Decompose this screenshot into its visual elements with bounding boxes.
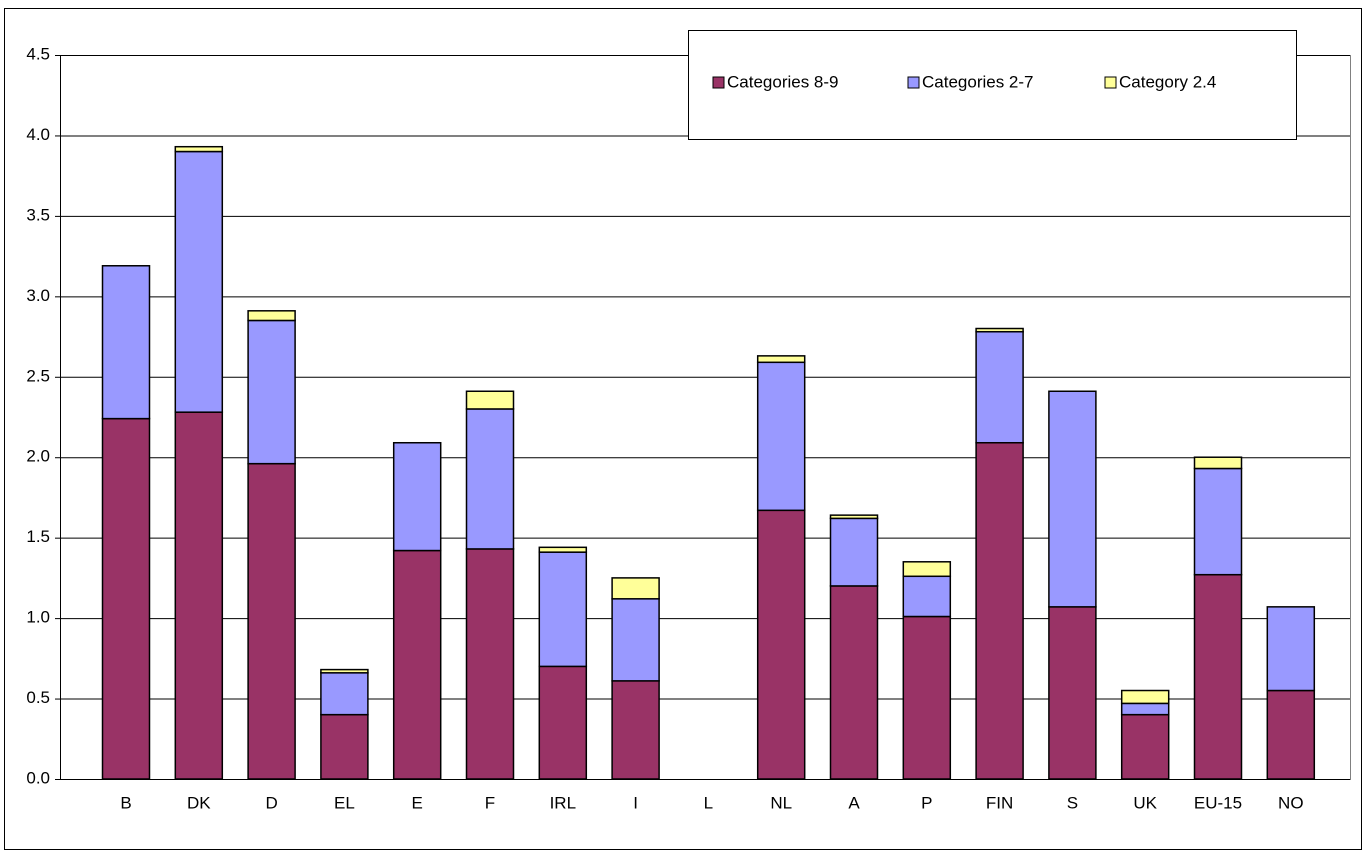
bar-segment [465, 548, 515, 780]
bar-segment [174, 150, 224, 413]
bar-segment [465, 390, 515, 410]
legend-swatch [907, 76, 920, 89]
bar-segment [538, 546, 588, 553]
bar-segment [1193, 573, 1243, 780]
bar-segment [1120, 702, 1170, 716]
x-tick-label: DK [187, 793, 211, 812]
bar-segment [247, 462, 296, 780]
legend-swatch [1104, 76, 1117, 89]
bar-segment [829, 585, 879, 780]
x-tick-label: EU-15 [1194, 793, 1242, 812]
bar-segment [1120, 713, 1170, 780]
bar-segment [174, 145, 224, 153]
bar-segment [902, 561, 952, 578]
y-tick-label: 3.5 [26, 205, 50, 224]
bar-segment [1048, 390, 1097, 608]
bar-segment [392, 549, 442, 780]
x-tick-label: IRL [550, 793, 576, 812]
x-tick-label: L [704, 793, 713, 812]
x-tick-label: EL [334, 793, 355, 812]
bar-segment [1048, 606, 1097, 780]
legend-items: Categories 8-9 Categories 2-7 Category 2.4 [712, 72, 1216, 91]
x-tick-label: NL [770, 793, 792, 812]
bar-segment [392, 441, 442, 552]
bar-segment [320, 668, 369, 674]
bar-segment [975, 327, 1024, 333]
bar-segment [829, 514, 879, 520]
bar-segment [756, 355, 806, 364]
bar-segment [320, 713, 369, 780]
bar-segment [902, 615, 952, 780]
y-tick-label: 1.0 [26, 608, 50, 627]
y-tick-label: 2.5 [26, 366, 50, 385]
y-tick-label: 0.0 [26, 768, 50, 787]
legend [688, 30, 1297, 140]
bar-segment [247, 310, 296, 322]
y-tick-label: 0.5 [26, 688, 50, 707]
x-tick-label: NO [1278, 793, 1304, 812]
legend-label: Categories 2-7 [922, 72, 1034, 91]
legend-label: Category 2.4 [1119, 72, 1216, 91]
bar-segment [465, 408, 515, 550]
y-tick-label: 1.5 [26, 527, 50, 546]
x-tick-label: F [485, 793, 495, 812]
bar-segment [1266, 606, 1316, 692]
bar-segment [611, 598, 660, 682]
bar-segment [756, 361, 806, 512]
legend-swatch [712, 76, 725, 89]
bar-segment [538, 551, 588, 668]
x-tick-label: D [265, 793, 277, 812]
y-tick-label: 4.5 [26, 44, 50, 63]
bar-segment [538, 665, 588, 780]
bars: B DK D EL E F IRL I L NL A P FIN S UK EU-15 NO [101, 145, 1316, 812]
bar-segment [247, 319, 296, 465]
y-tick-label: 4.0 [26, 125, 50, 144]
bar-segment [101, 417, 151, 780]
bar-segment [1193, 467, 1243, 576]
x-tick-label: S [1067, 793, 1078, 812]
x-tick-label: FIN [986, 793, 1013, 812]
bar-segment [174, 411, 224, 780]
y-tick-label: 3.0 [26, 286, 50, 305]
x-tick-label: B [120, 793, 131, 812]
x-tick-label: E [412, 793, 423, 812]
bar-segment [975, 441, 1024, 780]
legend-label: Categories 8-9 [727, 72, 839, 91]
x-tick-label: P [921, 793, 932, 812]
x-tick-label: A [848, 793, 860, 812]
bar-segment [320, 672, 369, 716]
bar-segment [1193, 456, 1243, 470]
bar-segment [975, 330, 1024, 444]
bar-segment [902, 575, 952, 618]
x-tick-label: I [633, 793, 638, 812]
bar-segment [1120, 689, 1170, 705]
bar-segment [756, 509, 806, 780]
bar-segment [611, 680, 660, 780]
bar-segment [829, 517, 879, 587]
bar-segment [611, 577, 660, 600]
bar-segment [1266, 689, 1316, 780]
x-tick-label: UK [1133, 793, 1157, 812]
y-tick-label: 2.0 [26, 447, 50, 466]
bar-segment [101, 265, 151, 420]
